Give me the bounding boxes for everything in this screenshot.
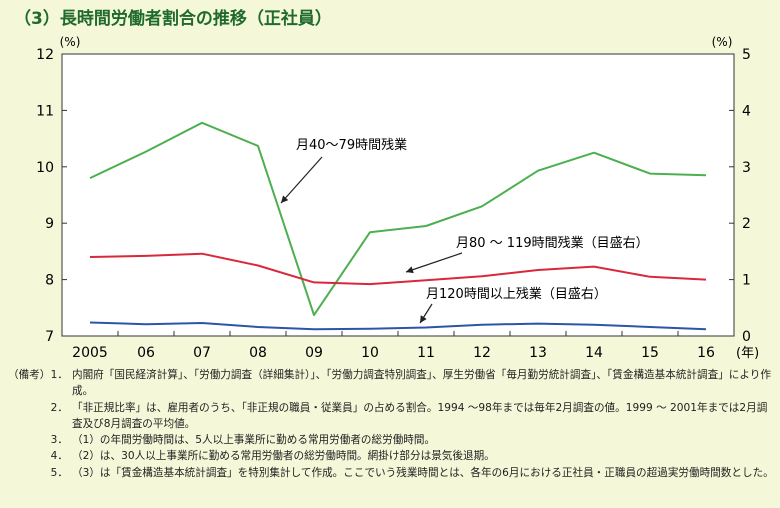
notes-section: （備考） 1． 内閣府「国民経済計算」、「労働力調査（詳細集計）」、「労働力調査…	[8, 367, 774, 481]
note-text: （2）は、30人以上事業所に勤める常用労働者の総労働時間。網掛け部分は景気後退期…	[72, 450, 495, 463]
x-tick-label: 10	[361, 345, 379, 361]
x-tick-label: 08	[249, 345, 267, 361]
note-item: 4． （2）は、30人以上事業所に勤める常用労働者の総労働時間。網掛け部分は景気…	[8, 448, 774, 464]
series-line-120-plus	[89, 321, 707, 331]
series-label-80-119: 月80 ～ 119時間残業（目盛右）	[456, 235, 649, 251]
left-tick-label: 12	[36, 47, 54, 63]
note-item: 3． （1）の年間労働時間は、5人以上事業所に勤める常用労働者の総労働時間。	[8, 432, 774, 448]
x-axis-unit: (年)	[736, 346, 759, 361]
right-tick-label: 4	[742, 103, 751, 119]
right-tick-label: 0	[742, 329, 751, 345]
right-tick-label: 5	[742, 47, 751, 63]
left-tick-label: 7	[45, 329, 54, 345]
x-tick-label: 2005	[72, 345, 108, 361]
note-text: （1）の年間労働時間は、5人以上事業所に勤める常用労働者の総労働時間。	[72, 434, 436, 447]
x-tick-label: 14	[585, 345, 603, 361]
note-item: 5． （3）は「賃金構造基本統計調査」を特別集計して作成。ここでいう残業時間とは…	[8, 465, 774, 481]
series-annotations: 月40～79時間残業 月80 ～ 119時間残業（目盛右） 月120時間以上残業…	[280, 137, 649, 324]
chart-title: （3）長時間労働者割合の推移（正社員）	[14, 9, 332, 29]
right-axis-unit: (%)	[712, 35, 733, 49]
x-tick-label: 15	[641, 345, 659, 361]
note-number: 3．	[50, 434, 68, 447]
left-tick-label: 10	[36, 160, 54, 176]
left-tick-label: 11	[36, 103, 54, 119]
leader-arrow-40-79-head	[281, 195, 289, 203]
notes-heading: （備考）	[8, 369, 51, 381]
series-label-40-79: 月40～79時間残業	[296, 137, 407, 153]
left-axis: 7 8 9 10 11 12	[36, 47, 67, 345]
right-tick-label: 2	[742, 216, 751, 232]
x-tick-label: 09	[305, 345, 323, 361]
x-tick-label: 16	[697, 345, 715, 361]
note-number: 5．	[50, 466, 68, 479]
leader-arrow-120-plus-head	[420, 315, 427, 323]
note-item: 2． 「非正規比率」は、雇用者のうち、「非正規の職員・従業員」の占める割合。19…	[8, 400, 774, 433]
note-text: 内閣府「国民経済計算」、「労働力調査（詳細集計）」、「労働力調査特別調査」、厚生…	[72, 369, 771, 398]
note-item: （備考） 1． 内閣府「国民経済計算」、「労働力調査（詳細集計）」、「労働力調査…	[8, 367, 774, 400]
note-text: （3）は「賃金構造基本統計調査」を特別集計して作成。ここでいう残業時間とは、各年…	[72, 466, 774, 479]
series-line-80-119	[89, 252, 707, 286]
right-tick-label: 1	[742, 273, 751, 289]
left-tick-label: 8	[45, 273, 54, 289]
leader-arrow-80-119-head	[406, 266, 414, 274]
note-text: 「非正規比率」は、雇用者のうち、「非正規の職員・従業員」の占める割合。1994 …	[72, 401, 768, 430]
plot-area	[61, 53, 735, 337]
x-axis: 2005 06 07 08 09 10 11 12 13 14 15 16	[72, 331, 715, 361]
x-tick-label: 11	[417, 345, 435, 361]
note-number: 4．	[50, 450, 68, 463]
x-tick-label: 07	[193, 345, 211, 361]
series-lines	[89, 121, 707, 331]
left-tick-label: 9	[45, 216, 54, 232]
series-label-120-plus: 月120時間以上残業（目盛右）	[426, 286, 607, 302]
x-tick-label: 13	[529, 345, 547, 361]
x-tick-label: 12	[473, 345, 491, 361]
right-tick-label: 3	[742, 160, 751, 176]
series-line-40-79	[89, 121, 707, 317]
right-axis: 0 1 2 3 4 5	[729, 47, 751, 345]
x-tick-label: 06	[137, 345, 155, 361]
note-number: 2．	[50, 401, 68, 414]
leader-arrow-40-79	[280, 156, 323, 204]
note-number: 1．	[50, 369, 68, 381]
leader-arrow-80-119	[405, 252, 463, 273]
left-axis-unit: (%)	[60, 35, 81, 49]
